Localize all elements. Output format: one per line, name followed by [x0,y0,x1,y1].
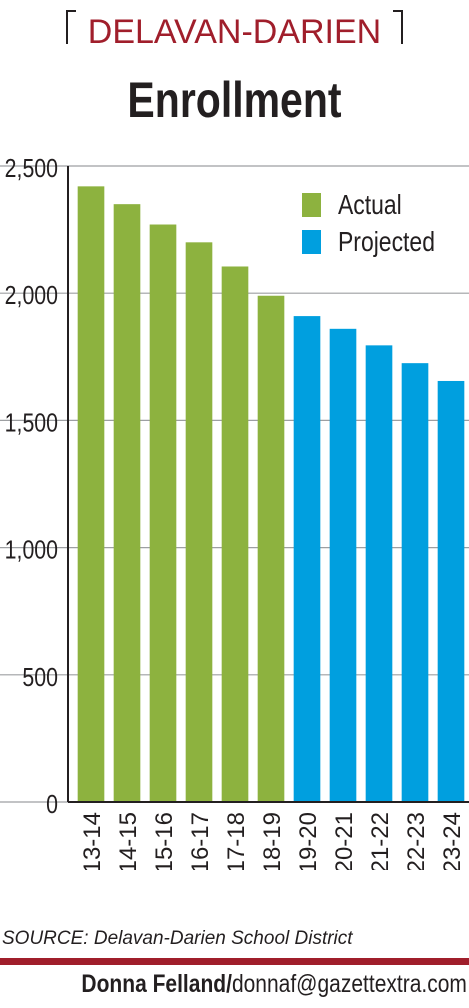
bar-actual-2018-19 [257,295,285,802]
y-tick-label: 1,000 [5,536,58,566]
bar-layer [77,186,465,803]
x-tick-label: 2023-24 [439,812,466,870]
bar-actual-2015-16 [149,224,177,803]
bar-projected-2019-20 [293,316,321,802]
bar-projected-2023-24 [437,380,465,802]
bar-projected-2020-21 [329,328,357,802]
y-tick-label: 1,500 [5,408,58,438]
bar-projected-2022-23 [401,363,429,802]
x-tick-label: 2020-21 [331,812,358,870]
legend-swatch-projected [302,230,321,254]
frame-top-left [66,10,68,44]
chart-title: Enrollment [127,72,342,128]
bar-actual-2017-18 [221,266,249,802]
source-note: SOURCE: Delavan-Darien School District [2,928,353,949]
legend-layer: Actual Projected [302,190,435,258]
chart-kicker: DELAVAN-DARIEN [87,13,382,51]
y-tick-label: 500 [22,663,58,693]
bar-actual-2014-15 [113,204,141,802]
credit-name: Donna Felland/ [81,970,233,998]
footer-rule [0,958,469,965]
enrollment-bar-chart: 0 500 1,000 1,500 2,000 2,500 2013-14 2014-15 20… [0,154,469,870]
x-tick-label: 2018-19 [259,812,286,870]
frame-top-right [401,10,403,44]
y-tick-label: 0 [46,790,58,820]
x-tick-label: 2021-22 [367,812,394,870]
x-tick-label: 2017-18 [223,812,250,870]
frame-top-right-rule [393,10,403,12]
credit-email: donnaf@gazettextra.com [232,970,467,998]
bar-projected-2021-22 [365,345,393,802]
credit-line: Donna Felland/donnaf@gazettextra.com [82,970,467,999]
axis-layer: 0 500 1,000 1,500 2,000 2,500 2013-14 2014-15 20… [5,154,469,870]
y-tick-label: 2,500 [5,154,58,184]
x-tick-label: 2013-14 [79,812,106,870]
legend-swatch-actual [302,193,321,217]
x-tick-label: 2014-15 [115,812,142,870]
x-tick-label: 2022-23 [403,812,430,870]
x-tick-label: 2015-16 [151,812,178,870]
bar-actual-2013-14 [77,186,105,803]
bar-actual-2016-17 [185,242,213,802]
legend-label-actual: Actual [338,190,402,221]
x-tick-label: 2016-17 [187,812,214,870]
x-tick-label: 2019-20 [295,812,322,870]
legend-label-projected: Projected [338,227,435,258]
y-tick-label: 2,000 [5,281,58,311]
frame-top-left-rule [66,10,76,12]
